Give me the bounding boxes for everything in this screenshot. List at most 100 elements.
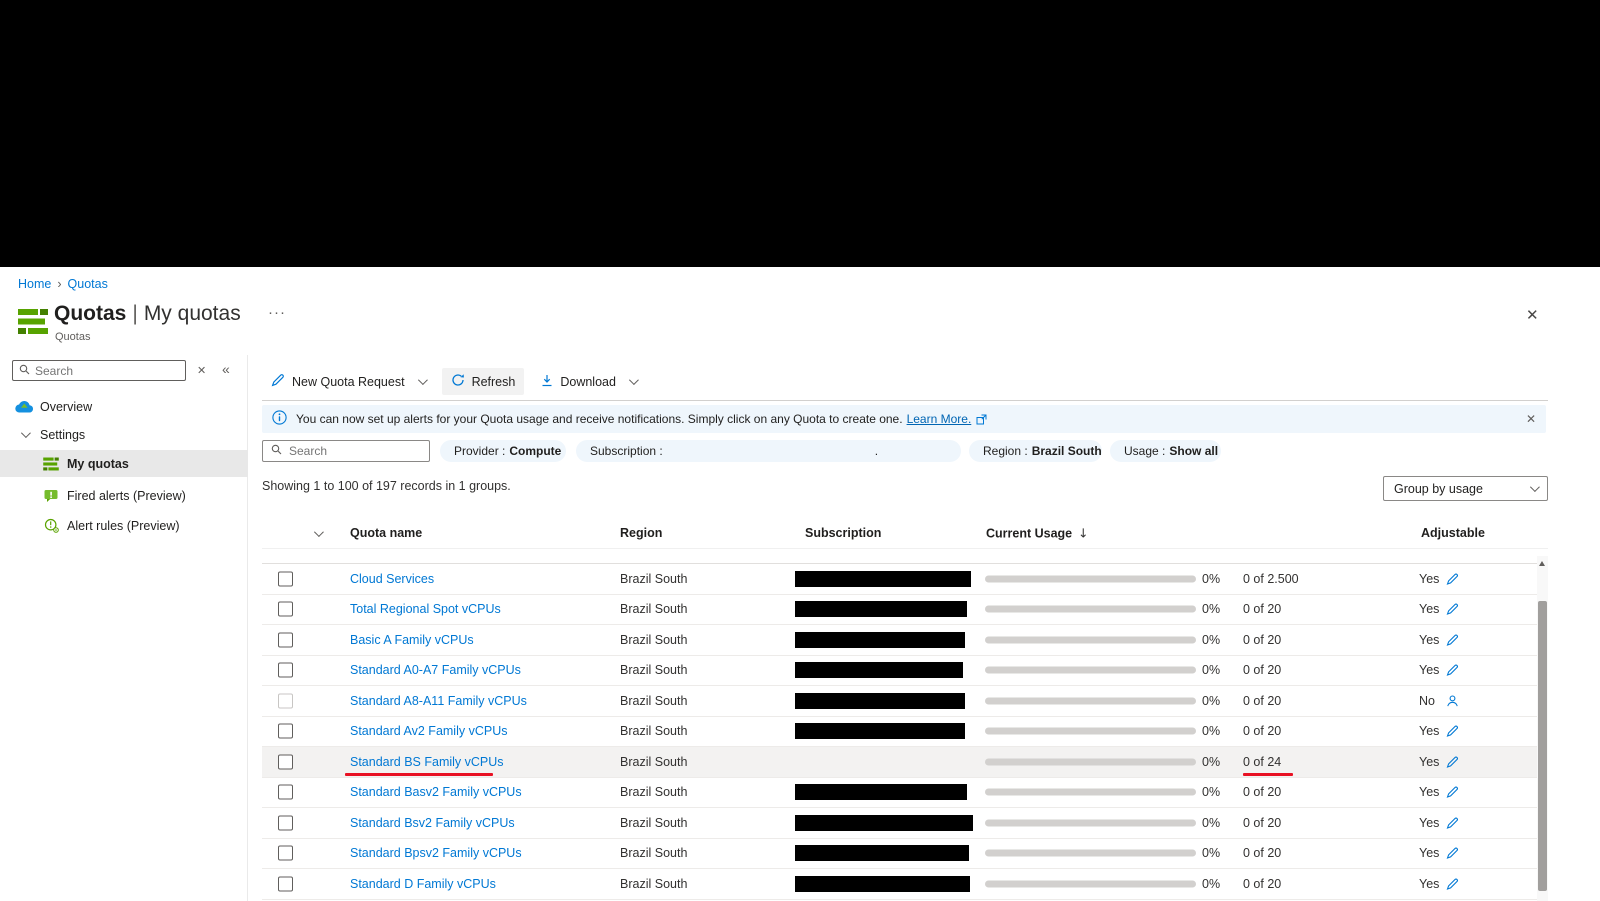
pill-value: Compute: [509, 444, 562, 458]
header-region[interactable]: Region: [620, 525, 663, 540]
row-checkbox[interactable]: [278, 876, 293, 892]
edit-pencil-icon[interactable]: [1446, 603, 1459, 616]
quota-name-link[interactable]: Standard BS Family vCPUs: [350, 754, 504, 769]
row-checkbox[interactable]: [278, 784, 293, 800]
header-adjustable[interactable]: Adjustable: [1421, 525, 1485, 540]
table-row[interactable]: Standard A8-A11 Family vCPUs Brazil Sout…: [262, 686, 1548, 717]
adjustable-value: Yes: [1419, 785, 1440, 800]
quotas-bars-icon: [41, 457, 61, 471]
header-subscription[interactable]: Subscription: [805, 525, 882, 540]
redacted-subscription: [795, 875, 970, 892]
table-row[interactable]: Standard BS Family vCPUs Brazil South 0%…: [262, 747, 1548, 778]
edit-pencil-icon[interactable]: [1446, 786, 1459, 799]
table-row[interactable]: Standard A0-A7 Family vCPUs Brazil South…: [262, 656, 1548, 686]
table-row[interactable]: Standard Av2 Family vCPUs Brazil South 0…: [262, 717, 1548, 747]
quota-name-link[interactable]: Total Regional Spot vCPUs: [350, 602, 501, 617]
table-row[interactable]: Basic A Family vCPUs Brazil South 0% 0 o…: [262, 625, 1548, 656]
usage-count: 0 of 20: [1243, 602, 1282, 617]
sidebar-item-settings[interactable]: Settings: [0, 421, 248, 448]
filter-pill-provider[interactable]: Provider : Compute: [440, 440, 566, 462]
quota-name-link[interactable]: Standard Bpsv2 Family vCPUs: [350, 846, 522, 861]
edit-pencil-icon[interactable]: [1446, 664, 1459, 677]
download-button[interactable]: Download: [532, 369, 645, 395]
row-region: Brazil South: [620, 876, 688, 891]
quota-name-link[interactable]: Standard Basv2 Family vCPUs: [350, 785, 522, 800]
filter-pill-subscription[interactable]: Subscription : .: [576, 440, 961, 462]
usage-progress-bar: [985, 727, 1196, 735]
usage-percent: 0%: [1202, 632, 1221, 647]
new-quota-request-button[interactable]: New Quota Request: [262, 368, 434, 395]
row-checkbox[interactable]: [278, 571, 293, 587]
sidebar-search-input[interactable]: [35, 363, 165, 378]
search-clear-icon[interactable]: ✕: [197, 365, 207, 377]
row-checkbox[interactable]: [278, 662, 293, 678]
header-current-usage[interactable]: Current Usage ↓: [986, 525, 1089, 540]
scrollbar-thumb[interactable]: [1538, 601, 1547, 891]
table-row[interactable]: Total Regional Spot vCPUs Brazil South 0…: [262, 595, 1548, 625]
edit-pencil-icon[interactable]: [1446, 633, 1459, 646]
edit-pencil-icon[interactable]: [1446, 755, 1459, 768]
table-row[interactable]: Standard Basv2 Family vCPUs Brazil South…: [262, 778, 1548, 808]
chevron-down-icon: [1529, 482, 1540, 493]
blade-close-icon[interactable]: ✕: [1526, 307, 1539, 324]
quota-name-link[interactable]: Standard Bsv2 Family vCPUs: [350, 815, 515, 830]
support-person-icon[interactable]: [1446, 694, 1459, 707]
row-checkbox[interactable]: [278, 845, 293, 861]
sidebar-item-overview[interactable]: Overview: [0, 393, 248, 420]
group-by-dropdown[interactable]: Group by usage: [1383, 476, 1548, 501]
learn-more-link[interactable]: Learn More.: [906, 412, 972, 426]
quota-name-link[interactable]: Standard Av2 Family vCPUs: [350, 724, 508, 739]
table-row[interactable]: Standard D Family vCPUs Brazil South 0% …: [262, 869, 1548, 900]
row-checkbox[interactable]: [278, 723, 293, 739]
refresh-button[interactable]: Refresh: [441, 368, 525, 395]
redacted-subscription: [795, 845, 969, 862]
breadcrumb-quotas-link[interactable]: Quotas: [67, 277, 108, 291]
usage-progress-bar: [985, 605, 1196, 613]
quota-search-box[interactable]: [262, 440, 430, 462]
sidebar-item-alert-rules[interactable]: Alert rules (Preview): [0, 512, 248, 539]
header-quota-name[interactable]: Quota name: [350, 525, 423, 540]
sidebar-item-fired-alerts[interactable]: Fired alerts (Preview): [0, 482, 248, 509]
table-row[interactable]: Standard Bsv2 Family vCPUs Brazil South …: [262, 808, 1548, 839]
edit-pencil-icon[interactable]: [1446, 725, 1459, 738]
edit-pencil-icon[interactable]: [1446, 847, 1459, 860]
adjustable-value: Yes: [1419, 846, 1440, 861]
row-checkbox[interactable]: [278, 815, 293, 831]
search-icon: [19, 362, 30, 380]
quota-name-link[interactable]: Standard D Family vCPUs: [350, 876, 496, 891]
records-summary: Showing 1 to 100 of 197 records in 1 gro…: [262, 479, 511, 493]
usage-count: 0 of 24: [1243, 754, 1282, 769]
quota-name-link[interactable]: Standard A8-A11 Family vCPUs: [350, 693, 527, 708]
filter-pill-usage[interactable]: Usage : Show all: [1110, 440, 1221, 462]
banner-close-icon[interactable]: ✕: [1525, 412, 1536, 426]
row-checkbox[interactable]: [278, 601, 293, 617]
scroll-up-arrow-icon[interactable]: [1539, 561, 1545, 566]
row-checkbox[interactable]: [278, 632, 293, 648]
more-actions-icon[interactable]: ···: [268, 304, 286, 321]
table-row[interactable]: Standard Bpsv2 Family vCPUs Brazil South…: [262, 839, 1548, 869]
row-region: Brazil South: [620, 754, 688, 769]
row-checkbox[interactable]: [278, 754, 293, 770]
sidebar-item-my-quotas[interactable]: My quotas: [0, 450, 248, 477]
quota-name-link[interactable]: Standard A0-A7 Family vCPUs: [350, 663, 521, 678]
group-collapse-chevron-icon[interactable]: [313, 526, 324, 540]
page-title-primary: Quotas: [54, 302, 127, 325]
row-checkbox[interactable]: [278, 693, 293, 709]
quota-name-link[interactable]: Basic A Family vCPUs: [350, 632, 474, 647]
usage-percent: 0%: [1202, 602, 1221, 617]
adjustable-value: No: [1419, 693, 1435, 708]
quota-search-input[interactable]: [289, 444, 409, 458]
sidebar-search-box[interactable]: [12, 360, 186, 381]
breadcrumb-home-link[interactable]: Home: [18, 277, 52, 291]
edit-pencil-icon[interactable]: [1446, 572, 1459, 585]
edit-pencil-icon[interactable]: [1446, 877, 1459, 890]
usage-count: 0 of 20: [1243, 876, 1282, 891]
table-row[interactable]: Cloud Services Brazil South 0% 0 of 2.50…: [262, 564, 1548, 595]
filter-pill-region[interactable]: Region : Brazil South: [969, 440, 1102, 462]
sidebar-collapse-icon[interactable]: «: [222, 361, 230, 377]
quota-name-link[interactable]: Cloud Services: [350, 571, 435, 586]
redacted-subscription: [795, 784, 967, 801]
edit-pencil-icon[interactable]: [1446, 816, 1459, 829]
adjustable-value: Yes: [1419, 754, 1440, 769]
external-link-icon: [976, 414, 987, 425]
